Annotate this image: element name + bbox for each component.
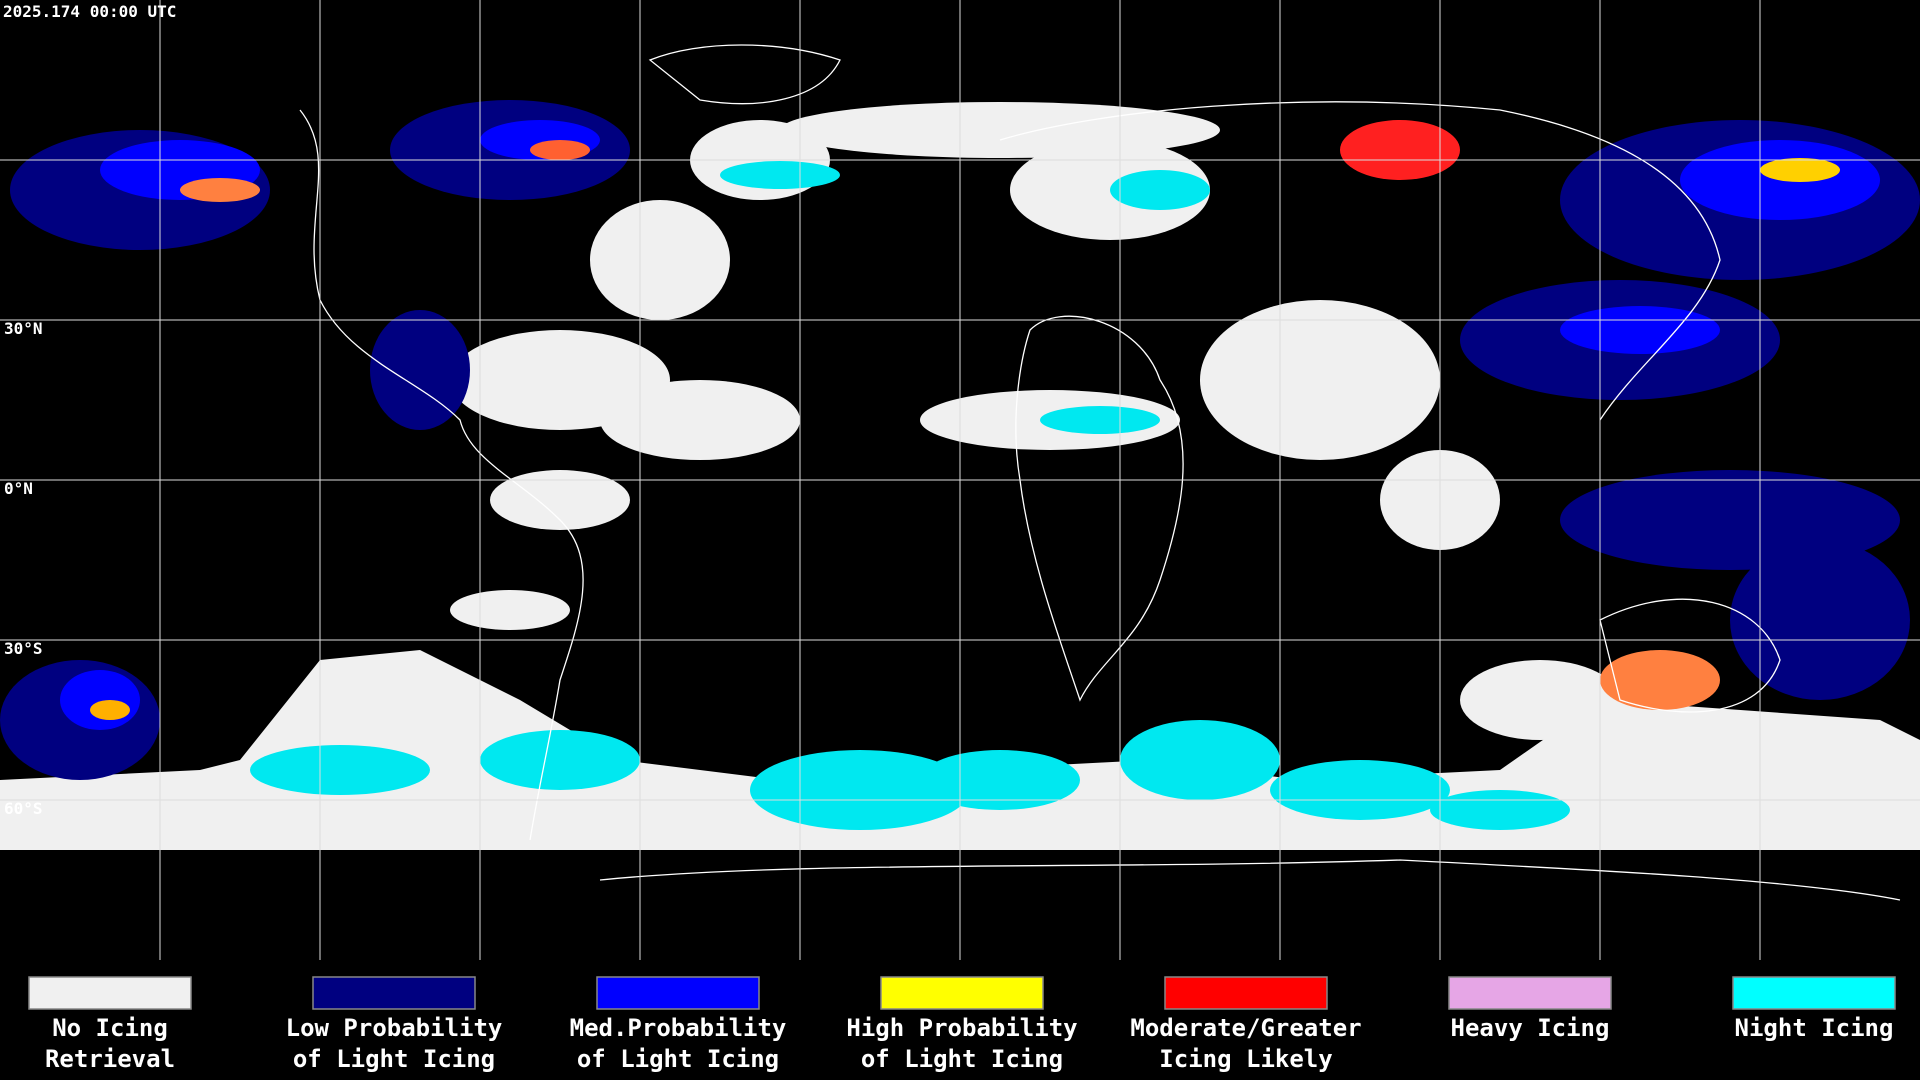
legend-label: Low Probability — [286, 1014, 503, 1042]
legend-swatch — [312, 976, 476, 1010]
legend-label: of Light Icing — [861, 1045, 1063, 1073]
legend-label: of Light Icing — [577, 1045, 779, 1073]
legend-label: of Light Icing — [293, 1045, 495, 1073]
latitude-label: 60°S — [4, 799, 43, 818]
legend-label: Icing Likely — [1159, 1045, 1332, 1073]
legend-swatch — [1732, 976, 1896, 1010]
legend-swatch — [880, 976, 1044, 1010]
graticule — [0, 0, 1920, 960]
legend-swatch — [28, 976, 192, 1010]
legend-label: Retrieval — [45, 1045, 175, 1073]
legend-label: Night Icing — [1735, 1014, 1894, 1042]
latitude-label: 30°N — [4, 319, 43, 338]
legend-label: Med.Probability — [570, 1014, 787, 1042]
legend-swatch — [1448, 976, 1612, 1010]
legend-label: High Probability — [846, 1014, 1077, 1042]
night-icing-clouds — [250, 161, 1570, 830]
legend-label: Moderate/Greater — [1130, 1014, 1361, 1042]
legend-label: Heavy Icing — [1451, 1014, 1610, 1042]
legend-swatch — [596, 976, 760, 1010]
legend-swatch — [1164, 976, 1328, 1010]
latitude-label: 0°N — [4, 479, 33, 498]
timestamp: 2025.174 00:00 UTC — [3, 2, 176, 21]
latitude-label: 30°S — [4, 639, 43, 658]
legend-label: No Icing — [52, 1014, 168, 1042]
